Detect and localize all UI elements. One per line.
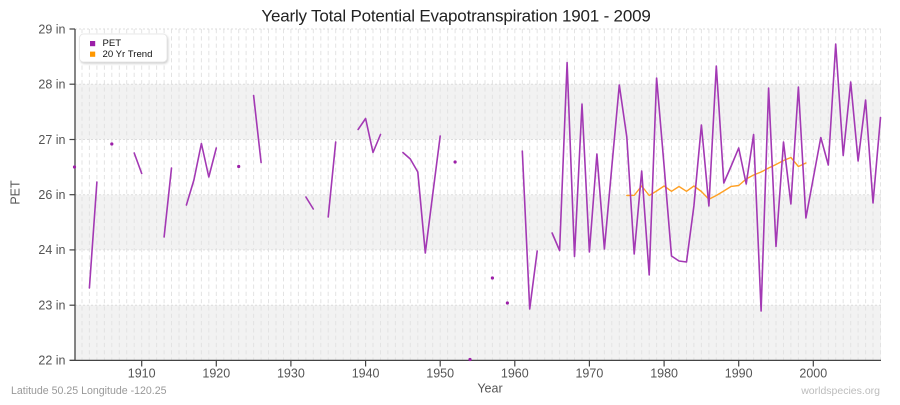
- svg-text:Yearly Total Potential Evapotr: Yearly Total Potential Evapotranspiratio…: [261, 7, 650, 26]
- svg-text:1990: 1990: [725, 367, 753, 381]
- svg-text:1950: 1950: [426, 367, 454, 381]
- svg-text:20 Yr Trend: 20 Yr Trend: [103, 49, 153, 60]
- svg-text:29 in: 29 in: [38, 22, 65, 36]
- svg-text:Year: Year: [477, 382, 502, 396]
- svg-text:2000: 2000: [799, 367, 827, 381]
- svg-text:1970: 1970: [575, 367, 603, 381]
- svg-text:22 in: 22 in: [38, 354, 65, 368]
- svg-text:24 in: 24 in: [38, 243, 65, 257]
- svg-text:PET: PET: [103, 38, 122, 49]
- svg-text:23 in: 23 in: [38, 299, 65, 313]
- svg-text:worldspecies.org: worldspecies.org: [800, 385, 880, 397]
- svg-text:1940: 1940: [352, 367, 380, 381]
- svg-text:1910: 1910: [128, 367, 156, 381]
- svg-text:28 in: 28 in: [38, 78, 65, 92]
- svg-text:26 in: 26 in: [38, 188, 65, 202]
- svg-text:1930: 1930: [277, 367, 305, 381]
- svg-text:27 in: 27 in: [38, 133, 65, 147]
- svg-text:1920: 1920: [202, 367, 230, 381]
- svg-text:Latitude 50.25 Longitude -120.: Latitude 50.25 Longitude -120.25: [11, 385, 167, 397]
- svg-text:1980: 1980: [650, 367, 678, 381]
- svg-text:PET: PET: [9, 180, 23, 205]
- svg-text:1960: 1960: [501, 367, 529, 381]
